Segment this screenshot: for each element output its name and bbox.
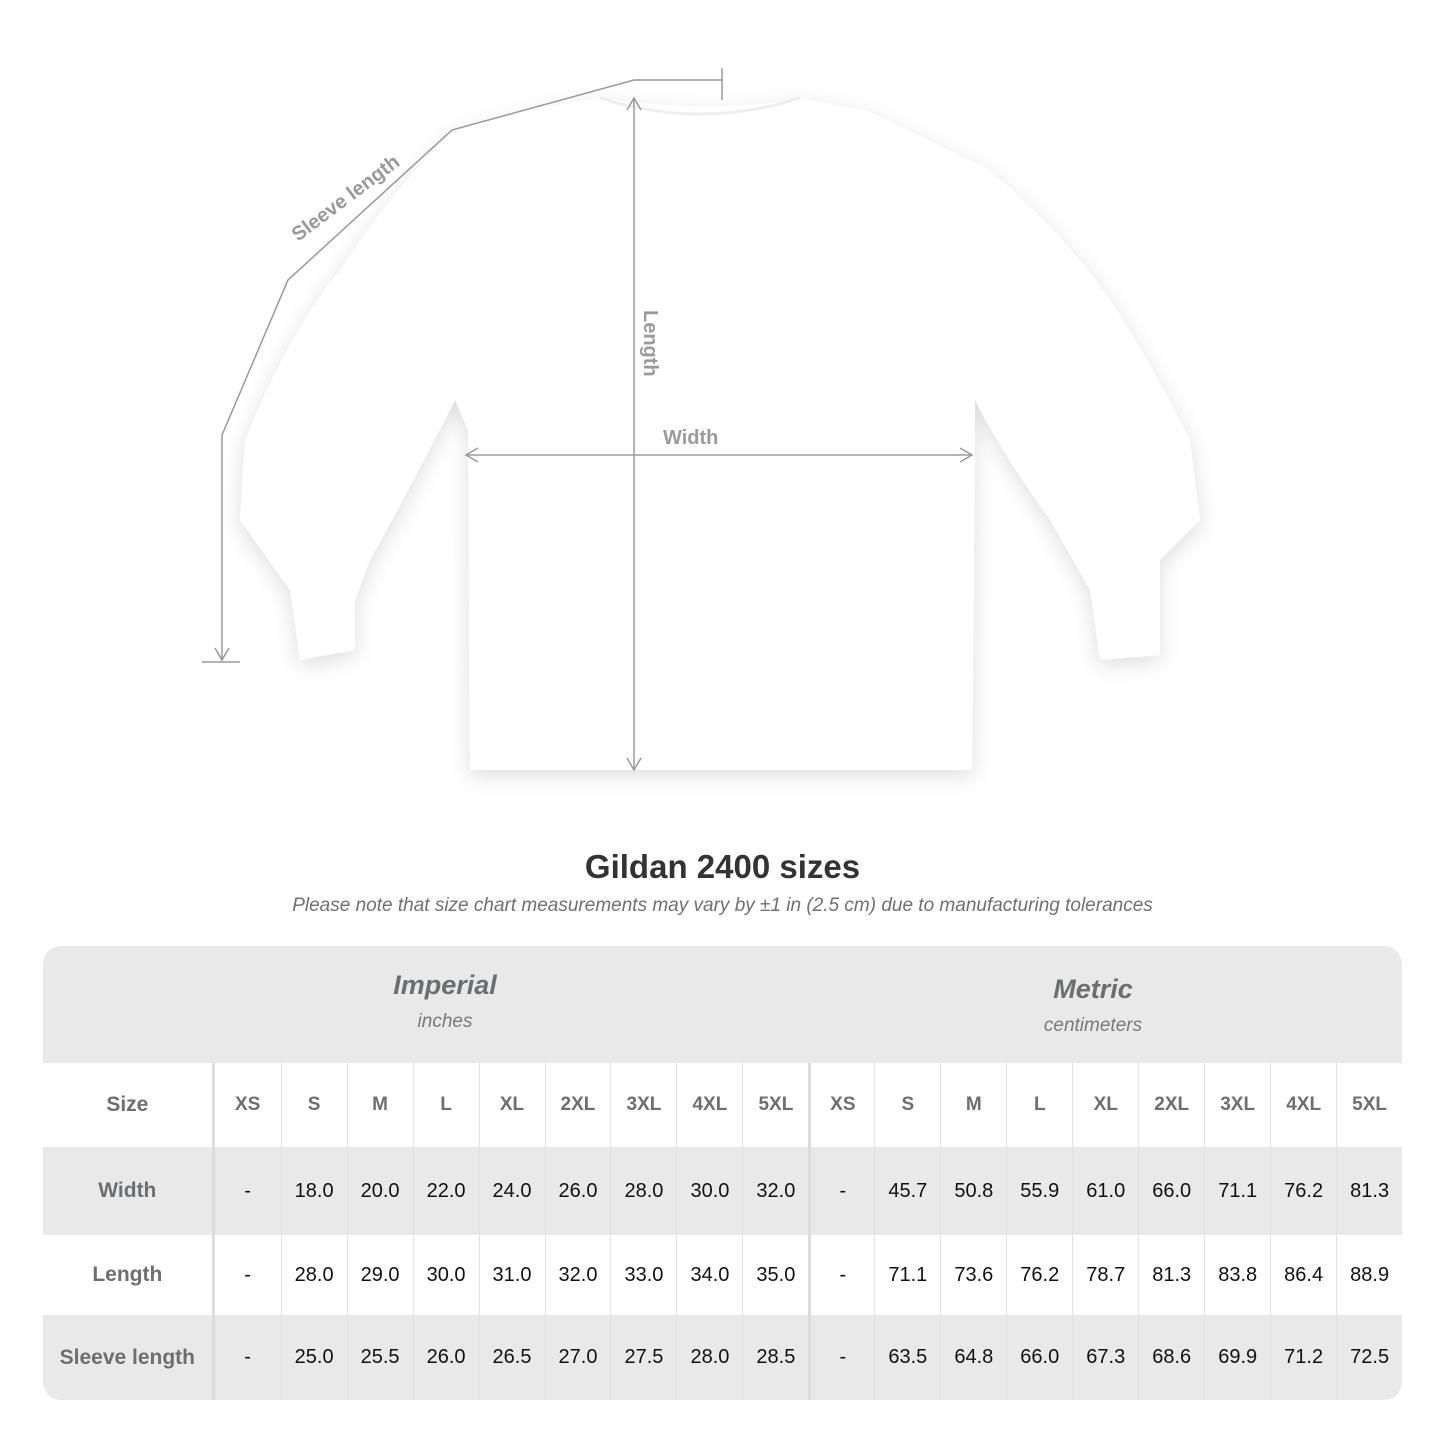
length-label: Length [639, 310, 661, 377]
value-cell: 76.2 [1006, 1235, 1072, 1315]
value-cell: 27.5 [610, 1315, 676, 1400]
value-cell: 32.0 [742, 1147, 808, 1235]
size-header-cell: S [280, 1063, 347, 1147]
size-header-cell: 5XL [1336, 1063, 1402, 1147]
value-cell: 71.1 [1204, 1147, 1270, 1235]
size-header-cell: L [1006, 1063, 1072, 1147]
value-cell: 66.0 [1006, 1315, 1072, 1400]
value-cell: 71.1 [874, 1235, 940, 1315]
value-cell: - [244, 1346, 251, 1368]
value-cell: 30.0 [412, 1235, 479, 1315]
value-cell: 35.0 [742, 1235, 808, 1315]
value-cell: 25.5 [346, 1315, 413, 1400]
value-cell: 63.5 [874, 1315, 940, 1400]
size-header-cell: XS [808, 1063, 874, 1147]
value-cell: 81.3 [1336, 1147, 1402, 1235]
metric-unit: centimeters [1043, 1015, 1143, 1036]
value-cell: 27.0 [544, 1315, 611, 1400]
value-cell: 20.0 [346, 1147, 413, 1235]
value-cell: - [244, 1179, 251, 1202]
table-row-length: Length -28.0 29.0 30.0 31.0 32.0 33.0 34.0 35.0-… [43, 1235, 1402, 1315]
imperial-unit: inches [417, 1011, 473, 1032]
value-cell: - [808, 1147, 874, 1235]
value-cell: 69.9 [1204, 1315, 1270, 1400]
value-cell: 32.0 [544, 1235, 611, 1315]
value-cell: 26.5 [478, 1315, 545, 1400]
row-label: Sleeve length [43, 1315, 215, 1400]
value-cell: 28.0 [676, 1315, 742, 1400]
value-cell: 64.8 [940, 1315, 1006, 1400]
value-cell: 66.0 [1138, 1147, 1204, 1235]
tolerance-note: Please note that size chart measurements… [292, 895, 1153, 916]
metric-header: Metric centimeters [863, 974, 1323, 1037]
value-cell: 25.0 [280, 1315, 347, 1400]
row-label: Length [43, 1235, 215, 1315]
value-cell: 30.0 [676, 1147, 742, 1235]
size-header-cell: 2XL [1138, 1063, 1204, 1147]
value-cell: 22.0 [412, 1147, 479, 1235]
value-cell: 31.0 [478, 1235, 545, 1315]
table-row-sleeve-length: Sleeve length -25.0 25.5 26.0 26.5 27.0 27.5 28… [43, 1315, 1402, 1400]
value-cell: 28.0 [280, 1235, 347, 1315]
size-header-cell: 5XL [742, 1063, 808, 1147]
value-cell: 26.0 [544, 1147, 611, 1235]
size-header-cell: S [874, 1063, 940, 1147]
imperial-header: Imperial inches [215, 970, 675, 1033]
value-cell: - [808, 1235, 874, 1315]
value-cell: 71.2 [1270, 1315, 1336, 1400]
value-cell: 18.0 [280, 1147, 347, 1235]
size-header-cell: M [346, 1063, 413, 1147]
value-cell: 24.0 [478, 1147, 545, 1235]
metric-title: Metric [1053, 974, 1133, 1004]
size-header-cell: 3XL [1204, 1063, 1270, 1147]
shirt-diagram: Sleeve length Length Width [202, 68, 1200, 772]
imperial-title: Imperial [393, 970, 497, 1000]
value-cell: - [808, 1315, 874, 1400]
value-cell: 28.5 [742, 1315, 808, 1400]
value-cell: 34.0 [676, 1235, 742, 1315]
size-header-cell: 2XL [544, 1063, 611, 1147]
value-cell: 72.5 [1336, 1315, 1402, 1400]
value-cell: 78.7 [1072, 1235, 1138, 1315]
size-chart-title: Gildan 2400 sizes [584, 848, 861, 885]
width-label: Width [663, 427, 718, 449]
value-cell: 26.0 [412, 1315, 479, 1400]
value-cell: 86.4 [1270, 1235, 1336, 1315]
size-header-cell: 3XL [610, 1063, 676, 1147]
value-cell: 88.9 [1336, 1235, 1402, 1315]
value-cell: 73.6 [940, 1235, 1006, 1315]
value-cell: 28.0 [610, 1147, 676, 1235]
value-cell: 83.8 [1204, 1235, 1270, 1315]
unit-header-band [43, 946, 1402, 1063]
measure-lines [202, 68, 974, 772]
value-cell: 81.3 [1138, 1235, 1204, 1315]
value-cell: 50.8 [940, 1147, 1006, 1235]
size-table: Imperial inches Metric centimeters Size X… [43, 946, 1402, 1400]
value-cell: 45.7 [874, 1147, 940, 1235]
value-cell: 33.0 [610, 1235, 676, 1315]
table-row-width: Width -18.0 20.0 22.0 24.0 26.0 28.0 30.0 32.0-4… [43, 1147, 1402, 1235]
size-header-cell: XS [234, 1094, 261, 1115]
size-header-cell: L [412, 1063, 479, 1147]
shirt-body [240, 98, 1200, 770]
value-cell: 76.2 [1270, 1147, 1336, 1235]
value-cell: 29.0 [346, 1235, 413, 1315]
size-header-cell: 4XL [1270, 1063, 1336, 1147]
row-label: Size [43, 1063, 215, 1147]
value-cell: - [244, 1263, 251, 1286]
size-header-cell: 4XL [676, 1063, 742, 1147]
size-header-cell: XL [1072, 1063, 1138, 1147]
sleeve-length-line [221, 79, 722, 660]
value-cell: 61.0 [1072, 1147, 1138, 1235]
size-header-cell: M [940, 1063, 1006, 1147]
value-cell: 67.3 [1072, 1315, 1138, 1400]
size-header-cell: XL [478, 1063, 545, 1147]
value-cell: 55.9 [1006, 1147, 1072, 1235]
size-header-row: Size XS S M L XL 2XL 3XL 4XL 5XL XS S M L XL 2XL 3XL 4XL 5… [43, 1063, 1402, 1147]
row-label: Width [43, 1147, 215, 1235]
value-cell: 68.6 [1138, 1315, 1204, 1400]
